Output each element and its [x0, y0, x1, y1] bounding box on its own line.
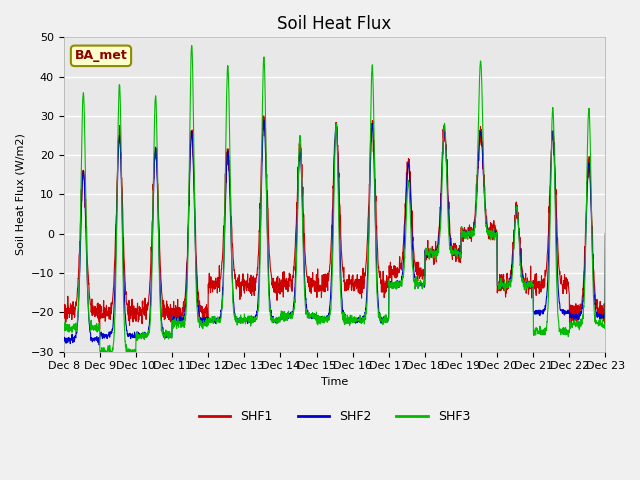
- Title: Soil Heat Flux: Soil Heat Flux: [278, 15, 392, 33]
- SHF2: [602, 231, 609, 237]
- SHF1: [569, 318, 577, 324]
- SHF2: [60, 334, 68, 340]
- SHF2: [554, 281, 562, 287]
- SHF1: [492, 234, 500, 240]
- SHF1: [351, 287, 358, 293]
- SHF2: [362, 298, 370, 304]
- Text: BA_met: BA_met: [75, 49, 127, 62]
- SHF2: [492, 229, 500, 235]
- SHF3: [211, 317, 219, 323]
- Line: SHF1: SHF1: [64, 116, 605, 329]
- SHF3: [362, 309, 370, 315]
- SHF1: [96, 326, 104, 332]
- SHF3: [569, 322, 577, 328]
- SHF3: [554, 313, 562, 319]
- SHF1: [362, 257, 370, 263]
- SHF2: [95, 342, 103, 348]
- SHF1: [260, 113, 268, 119]
- SHF3: [188, 43, 196, 48]
- SHF3: [96, 348, 104, 354]
- X-axis label: Time: Time: [321, 377, 348, 387]
- SHF3: [351, 314, 358, 320]
- SHF3: [60, 328, 68, 334]
- Legend: SHF1, SHF2, SHF3: SHF1, SHF2, SHF3: [194, 405, 475, 428]
- SHF2: [569, 314, 577, 320]
- SHF1: [60, 312, 68, 317]
- SHF1: [211, 278, 219, 284]
- SHF1: [554, 249, 562, 255]
- SHF2: [211, 319, 219, 325]
- SHF1: [602, 231, 609, 237]
- SHF2: [260, 118, 268, 123]
- Line: SHF2: SHF2: [64, 120, 605, 345]
- SHF3: [492, 235, 500, 240]
- Line: SHF3: SHF3: [64, 46, 605, 351]
- SHF2: [351, 318, 358, 324]
- SHF3: [602, 231, 609, 237]
- Y-axis label: Soil Heat Flux (W/m2): Soil Heat Flux (W/m2): [15, 133, 25, 255]
